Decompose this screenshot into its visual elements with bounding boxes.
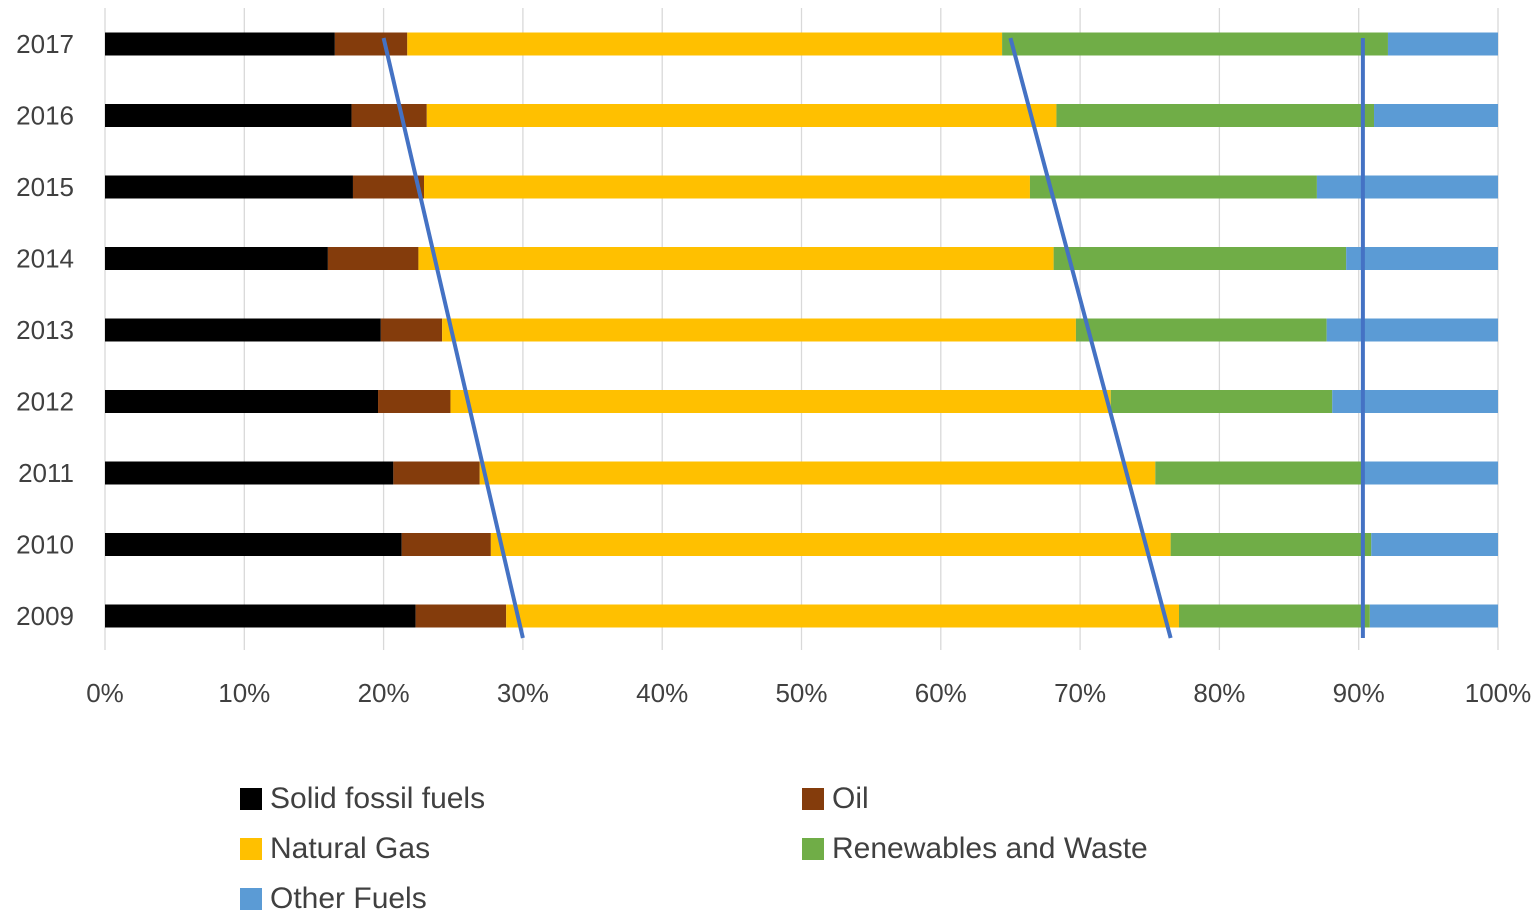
- stacked-bar-chart: 2017 2016 2015 2014 2013 2012 2011 2010 2009 0% 1…: [16, 8, 1531, 708]
- bar-natural-gas-2009: [506, 604, 1180, 628]
- x-tick-label: 70%: [1054, 678, 1106, 708]
- legend-swatch: [240, 838, 262, 860]
- bar-other-fuels-2016: [1374, 104, 1498, 127]
- legend-label: Other Fuels: [270, 882, 427, 915]
- bar-solid-fossil-fuels-2014: [105, 247, 328, 270]
- y-tick-label: 2014: [16, 244, 74, 274]
- legend-item-renewables-and-waste: Renewables and Waste: [802, 832, 1148, 866]
- x-tick-label: 100%: [1465, 678, 1532, 708]
- bar-natural-gas-2015: [423, 175, 1030, 199]
- bar-oil-2009: [415, 604, 507, 628]
- bars: [105, 32, 1498, 628]
- legend-item-other-fuels: Other Fuels: [240, 882, 427, 916]
- bar-oil-2012: [378, 390, 451, 413]
- bar-renewables-and-waste-2017: [1002, 32, 1388, 56]
- bar-other-fuels-2009: [1369, 604, 1498, 628]
- bar-other-fuels-2013: [1326, 318, 1498, 342]
- bar-renewables-and-waste-2012: [1110, 390, 1333, 413]
- bar-oil-2013: [380, 318, 443, 342]
- legend-label: Solid fossil fuels: [270, 782, 486, 815]
- bar-renewables-and-waste-2009: [1179, 604, 1370, 628]
- bar-other-fuels-2015: [1316, 175, 1498, 199]
- bar-solid-fossil-fuels-2015: [105, 175, 353, 199]
- x-tick-label: 50%: [775, 678, 827, 708]
- bar-renewables-and-waste-2014: [1053, 247, 1347, 270]
- bar-solid-fossil-fuels-2012: [105, 390, 379, 413]
- legend-swatch: [240, 888, 262, 910]
- bar-other-fuels-2011: [1361, 461, 1498, 485]
- bar-oil-2016: [351, 104, 427, 127]
- x-tick-label: 0%: [86, 678, 124, 708]
- x-tick-label: 80%: [1193, 678, 1245, 708]
- bar-oil-2015: [352, 175, 424, 199]
- bar-renewables-and-waste-2016: [1056, 104, 1375, 127]
- bar-natural-gas-2012: [450, 390, 1111, 413]
- bar-other-fuels-2010: [1371, 533, 1498, 556]
- bar-renewables-and-waste-2010: [1170, 533, 1372, 556]
- bar-solid-fossil-fuels-2009: [105, 604, 416, 628]
- y-tick-label: 2015: [16, 172, 74, 202]
- x-tick-label: 40%: [636, 678, 688, 708]
- trend-lines: [381, 37, 1365, 639]
- bar-solid-fossil-fuels-2010: [105, 533, 402, 556]
- x-tick-label: 30%: [497, 678, 549, 708]
- bar-natural-gas-2010: [490, 533, 1171, 556]
- bar-natural-gas-2013: [442, 318, 1076, 342]
- x-axis-labels: 0% 10% 20% 30% 40% 50% 60% 70% 80% 90% 100%: [86, 678, 1531, 708]
- bar-solid-fossil-fuels-2016: [105, 104, 352, 127]
- bar-other-fuels-2017: [1387, 32, 1498, 56]
- bar-oil-2014: [327, 247, 419, 270]
- bar-natural-gas-2011: [479, 461, 1156, 485]
- legend-label: Natural Gas: [270, 832, 431, 865]
- legend-label: Renewables and Waste: [832, 832, 1148, 865]
- y-axis-labels: 2017 2016 2015 2014 2013 2012 2011 2010 2009: [16, 29, 74, 631]
- bar-solid-fossil-fuels-2017: [105, 32, 335, 56]
- x-tick-label: 90%: [1333, 678, 1385, 708]
- legend-swatch: [802, 788, 824, 810]
- trend-line-2: [1008, 37, 1173, 639]
- bar-other-fuels-2012: [1332, 390, 1498, 413]
- x-tick-label: 60%: [915, 678, 967, 708]
- y-tick-label: 2017: [16, 29, 74, 59]
- bar-natural-gas-2014: [418, 247, 1054, 270]
- y-tick-label: 2011: [18, 458, 74, 488]
- bar-solid-fossil-fuels-2013: [105, 318, 381, 342]
- bar-other-fuels-2014: [1346, 247, 1498, 270]
- y-tick-label: 2009: [16, 601, 74, 631]
- legend-swatch: [802, 838, 824, 860]
- bar-oil-2010: [401, 533, 491, 556]
- y-tick-label: 2010: [16, 530, 74, 560]
- bar-renewables-and-waste-2011: [1155, 461, 1362, 485]
- legend-item-solid-fossil-fuels: Solid fossil fuels: [240, 782, 485, 816]
- bar-renewables-and-waste-2015: [1029, 175, 1317, 199]
- x-tick-label: 10%: [218, 678, 270, 708]
- y-tick-label: 2016: [16, 101, 74, 131]
- bar-oil-2017: [334, 32, 408, 56]
- legend-item-natural-gas: Natural Gas: [240, 832, 430, 866]
- bar-oil-2011: [393, 461, 480, 485]
- trend-line-1: [381, 37, 525, 639]
- legend: Solid fossil fuels Oil Natural Gas Renewabl…: [240, 782, 1240, 916]
- legend-label: Oil: [832, 782, 869, 815]
- legend-item-oil: Oil: [802, 782, 869, 816]
- bar-renewables-and-waste-2013: [1075, 318, 1327, 342]
- x-tick-label: 20%: [358, 678, 410, 708]
- y-tick-label: 2013: [16, 315, 74, 345]
- bar-solid-fossil-fuels-2011: [105, 461, 394, 485]
- legend-swatch: [240, 788, 262, 810]
- bar-natural-gas-2016: [426, 104, 1057, 127]
- y-tick-label: 2012: [16, 387, 74, 417]
- bar-natural-gas-2017: [407, 32, 1003, 56]
